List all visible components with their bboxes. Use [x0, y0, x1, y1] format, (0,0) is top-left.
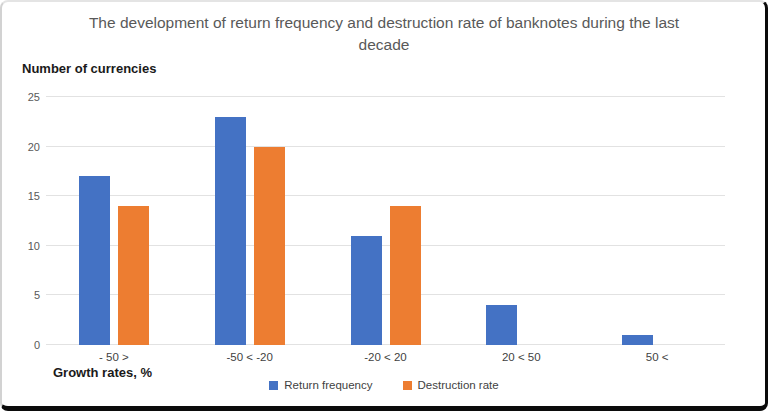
y-axis-ticks: 0510152025 [8, 97, 40, 345]
bar-return-frequency [215, 117, 246, 345]
legend-swatch-icon [269, 381, 278, 390]
x-tick-label: 20 < 50 [453, 351, 589, 363]
x-tick-label: - 50 > [46, 351, 182, 363]
y-tick-label: 0 [8, 338, 40, 352]
x-tick-label: -20 < 20 [318, 351, 454, 363]
legend-item-return-frequency: Return frequency [269, 379, 372, 391]
legend-item-destruction-rate: Destruction rate [403, 379, 499, 391]
chart-screenshot: The development of return frequency and … [0, 0, 768, 411]
x-axis-ticks: - 50 >-50 < -20-20 < 2020 < 5050 < [46, 351, 725, 365]
legend-label: Return frequency [284, 379, 372, 391]
plot-area [46, 97, 725, 345]
bar-destruction-rate [254, 147, 285, 345]
gridline [46, 195, 725, 196]
bar-return-frequency [351, 236, 382, 345]
x-tick-label: 50 < [589, 351, 725, 363]
legend-label: Destruction rate [418, 379, 499, 391]
y-tick-label: 20 [8, 140, 40, 154]
gridline [46, 96, 725, 97]
bar-destruction-rate [390, 206, 421, 345]
legend-swatch-icon [403, 381, 412, 390]
y-tick-label: 15 [8, 189, 40, 203]
y-tick-label: 25 [8, 90, 40, 104]
y-tick-label: 10 [8, 239, 40, 253]
chart-legend: Return frequency Destruction rate [0, 379, 768, 391]
chart-title: The development of return frequency and … [64, 12, 704, 56]
x-tick-label: -50 < -20 [182, 351, 318, 363]
gridline [46, 146, 725, 147]
y-tick-label: 5 [8, 288, 40, 302]
bar-return-frequency [486, 305, 517, 345]
bar-return-frequency [622, 335, 653, 345]
x-axis-title: Growth rates, % [53, 365, 152, 380]
bar-destruction-rate [118, 206, 149, 345]
bar-return-frequency [79, 176, 110, 345]
y-axis-title: Number of currencies [22, 61, 156, 76]
